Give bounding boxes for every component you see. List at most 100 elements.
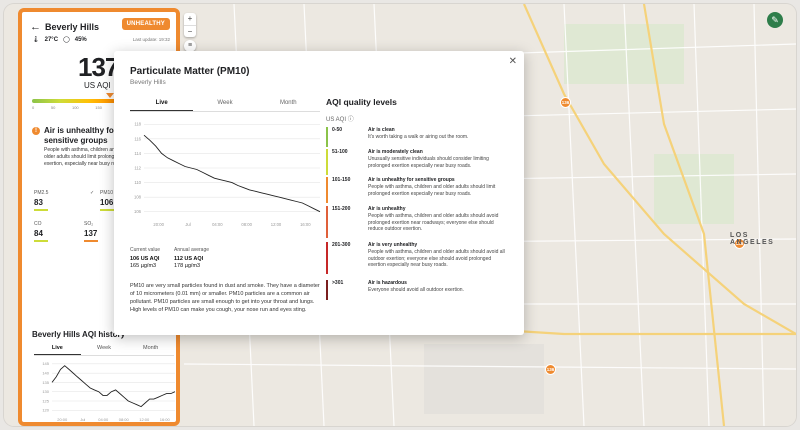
y-tick-label: 140 — [42, 370, 49, 375]
x-tick-label: 20:00 — [153, 222, 164, 227]
pollutant-name[interactable]: PM10 — [100, 190, 114, 196]
annual-aqi: 112 US AQI — [174, 256, 204, 262]
scale-tick: 150 — [95, 105, 102, 110]
last-update: Last update: 19:32 — [132, 37, 170, 42]
x-tick-label: Jul — [185, 222, 190, 227]
warning-icon: ! — [32, 127, 40, 135]
x-tick-label: 04:00 — [98, 417, 109, 422]
y-tick-label: 135 — [42, 380, 49, 385]
zoom-out-button[interactable]: − — [184, 25, 196, 38]
aqi-level-row: 51-100 Air is moderately clean Unusually… — [326, 149, 511, 175]
y-tick-label: 116 — [134, 136, 141, 141]
warning-text: People with asthma, children and older a… — [44, 147, 126, 167]
level-title: Air is clean — [368, 127, 395, 133]
history-chart: 120 125 130 135 140 145 20:00 Jul 04:00 08:00 12:0… — [42, 361, 176, 422]
scale-tick: 100 — [71, 105, 79, 110]
zoom-in-button[interactable]: + — [187, 14, 193, 23]
tab-week[interactable]: Week — [97, 345, 111, 351]
level-range: 0-50 — [332, 127, 343, 133]
history-title: Beverly Hills AQI history — [32, 330, 126, 339]
series-line — [143, 134, 321, 213]
scale-tick: 0 — [32, 105, 35, 110]
checkmark-icon: ✓ — [90, 190, 95, 196]
pollutant-value[interactable]: 137 — [84, 229, 98, 238]
app-frame: 136 136 136 LOS ANGELES + − ≡ ✎ ← Beverl… — [4, 4, 796, 426]
tab-week[interactable]: Week — [217, 100, 233, 106]
info-icon[interactable]: ⓘ — [347, 117, 354, 123]
map-city-label: LOS ANGELES — [730, 232, 775, 246]
quality-unit: US AQI ⓘ — [326, 117, 354, 123]
aqi-level-row: 0-50 Air is clean It's worth taking a wa… — [326, 127, 511, 147]
series-line — [51, 365, 176, 408]
x-tick-label: Jul — [80, 417, 85, 422]
level-title: Air is very unhealthy — [368, 242, 418, 248]
map-aqi-pin[interactable]: 136 — [560, 97, 571, 108]
aqi-level-row: 101-150 Air is unhealthy for sensitive g… — [326, 177, 511, 203]
aqi-scale — [32, 99, 172, 103]
y-tick-label: 106 — [134, 209, 142, 214]
warning-title: Air is unhealthy for sensitive groups — [44, 126, 117, 145]
pollutant-value[interactable]: 106 — [100, 198, 114, 207]
history-tabs: Live Week Month — [34, 345, 174, 356]
level-range: 101-150 — [332, 177, 351, 183]
y-tick-label: 145 — [42, 361, 49, 366]
map-aqi-pin[interactable]: 136 — [545, 364, 556, 375]
x-tick-label: 08:00 — [241, 222, 252, 227]
pollutant-bar — [84, 240, 98, 242]
level-title: Air is unhealthy for sensitive groups — [368, 177, 455, 183]
level-title: Air is hazardous — [368, 280, 407, 286]
current-aqi: 106 US AQI — [130, 256, 160, 262]
temperature: 27°C — [44, 36, 59, 43]
y-tick-label: 112 — [134, 165, 141, 170]
tab-live[interactable]: Live — [130, 100, 194, 111]
level-range: 51-100 — [332, 149, 348, 155]
pencil-icon[interactable]: ✎ — [767, 12, 783, 28]
pollutant-name[interactable]: SO₂ — [84, 221, 94, 227]
level-range: >301 — [332, 280, 344, 286]
pollutant-description: PM10 are very small particles found in d… — [130, 283, 320, 313]
pollutant-name[interactable]: CO — [34, 221, 42, 227]
annual-ug: 178 µg/m3 — [174, 263, 201, 269]
x-tick-label: 04:00 — [212, 222, 223, 227]
level-range: 201-300 — [332, 242, 351, 248]
current-value-label: Current value — [130, 247, 161, 253]
level-desc: People with asthma, children and older a… — [368, 184, 496, 197]
city-name: Beverly Hills — [45, 22, 100, 32]
tab-live[interactable]: Live — [34, 345, 81, 355]
x-tick-label: 12:00 — [271, 222, 282, 227]
aqi-level-row: >301 Air is hazardous Everyone should av… — [326, 280, 511, 300]
level-desc: Everyone should avoid all outdoor exerti… — [368, 287, 464, 293]
pm10-chart: 106 108 110 112 114 116 118 20:00 Jul 04:00 08:00 1… — [134, 122, 321, 227]
level-title: Air is moderately clean — [368, 149, 423, 155]
tab-month[interactable]: Month — [279, 100, 297, 106]
x-tick-label: 16:00 — [160, 417, 171, 422]
pollutant-modal: ✕ Particulate Matter (PM10) Beverly Hill… — [114, 51, 524, 335]
pollutant-value[interactable]: 83 — [34, 198, 43, 207]
pollutant-bar — [34, 240, 48, 242]
pollutant-bar — [34, 209, 48, 211]
pollutant-value[interactable]: 84 — [34, 229, 43, 238]
level-desc: It's worth taking a walk or airing out t… — [368, 134, 469, 140]
y-tick-label: 130 — [42, 389, 49, 394]
layers-icon[interactable]: ≡ — [184, 40, 196, 52]
zoom-control[interactable]: + − — [184, 13, 196, 37]
pollutant-name[interactable]: PM2.5 — [34, 190, 49, 196]
tab-month[interactable]: Month — [143, 345, 159, 351]
back-arrow-icon[interactable]: ← — [30, 21, 41, 33]
current-ug: 165 µg/m3 — [130, 263, 157, 269]
x-tick-label: 12:00 — [139, 417, 150, 422]
x-tick-label: 20:00 — [57, 417, 68, 422]
map-aqi-pin[interactable]: 136 — [734, 238, 745, 249]
y-tick-label: 114 — [134, 151, 141, 156]
level-range: 151-200 — [332, 206, 351, 212]
pollutant-bar — [100, 209, 114, 211]
level-desc: People with asthma, children and older a… — [368, 249, 505, 268]
aqi-value: 137 — [78, 52, 119, 82]
scale-marker — [106, 93, 114, 98]
y-tick-label: 120 — [42, 408, 49, 413]
thermometer-icon: 🌡 — [32, 37, 40, 43]
aqi-level-row: 151-200 Air is unhealthy People with ast… — [326, 206, 511, 238]
close-icon[interactable]: ✕ — [508, 56, 517, 67]
aqi-level-row: 201-300 Air is very unhealthy People wit… — [326, 242, 511, 274]
y-tick-label: 125 — [42, 398, 49, 403]
